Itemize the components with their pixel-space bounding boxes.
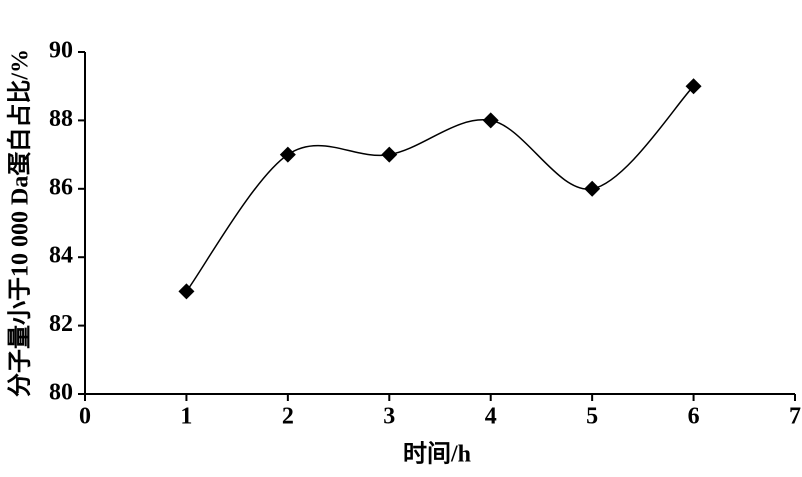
x-tick-label: 1 [180,404,192,430]
y-tick-label: 80 [49,380,73,406]
y-tick-label: 84 [49,243,73,269]
y-tick-label: 90 [49,38,73,64]
y-tick-label: 86 [49,174,73,200]
marker [685,78,702,95]
marker [178,283,195,300]
x-axis-label: 时间/h [403,441,471,468]
y-tick-label: 88 [49,106,73,132]
x-tick-label: 2 [282,404,294,430]
marker [482,112,499,129]
x-tick-label: 3 [383,404,395,430]
x-tick-label: 7 [789,404,801,430]
x-tick-label: 4 [485,404,497,430]
x-tick-label: 5 [586,404,598,430]
marker [279,146,296,163]
x-tick-label: 0 [79,404,91,430]
x-tick-label: 6 [688,404,700,430]
y-tick-label: 82 [49,311,73,337]
y-axis-label: 分子量小于10 000 Da蛋白占比/% [6,49,34,397]
series-line [185,85,695,292]
marker [584,180,601,197]
marker [381,146,398,163]
